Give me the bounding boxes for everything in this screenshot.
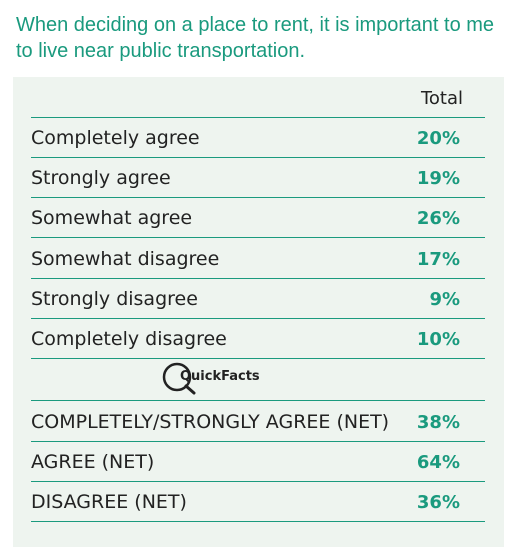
table-header-row: Total <box>31 77 485 118</box>
net-row-value: 64% <box>416 452 460 473</box>
net-row: COMPLETELY/STRONGLY AGREE (NET) 38% <box>31 401 485 442</box>
row-label: Completely disagree <box>31 328 227 350</box>
magnifier-icon <box>162 362 196 395</box>
net-row: DISAGREE (NET) 36% <box>31 482 485 522</box>
net-row-label: COMPLETELY/STRONGLY AGREE (NET) <box>31 411 390 433</box>
table-row: Completely disagree 10% <box>31 319 485 359</box>
row-value: 19% <box>416 168 460 189</box>
quickfacts-logo-text: QuickFacts <box>180 369 260 384</box>
table-row: Strongly disagree 9% <box>31 279 485 319</box>
net-row-label: AGREE (NET) <box>31 451 155 473</box>
row-label: Strongly disagree <box>31 288 198 310</box>
table-row: Somewhat agree 26% <box>31 198 485 238</box>
column-header-total: Total <box>420 88 463 109</box>
row-value: 20% <box>416 128 460 149</box>
chart-title: When deciding on a place to rent, it is … <box>16 14 495 62</box>
net-row: AGREE (NET) 64% <box>31 442 485 482</box>
net-row-value: 36% <box>416 492 460 513</box>
table-row: Strongly agree 19% <box>31 158 485 198</box>
row-value: 17% <box>416 249 460 270</box>
row-label: Somewhat agree <box>31 207 193 229</box>
quickfacts-divider-row: QuickFacts <box>31 359 485 401</box>
row-label: Completely agree <box>31 127 200 149</box>
net-row-value: 38% <box>416 412 460 433</box>
row-label: Somewhat disagree <box>31 248 220 270</box>
data-table-panel: Total Completely agree 20% Strongly agre… <box>13 77 504 547</box>
row-value: 9% <box>429 289 460 310</box>
row-value: 10% <box>416 329 460 350</box>
table-row: Completely agree 20% <box>31 118 485 158</box>
net-row-label: DISAGREE (NET) <box>31 491 187 513</box>
row-value: 26% <box>416 208 460 229</box>
table-row: Somewhat disagree 17% <box>31 238 485 279</box>
row-label: Strongly agree <box>31 167 171 189</box>
